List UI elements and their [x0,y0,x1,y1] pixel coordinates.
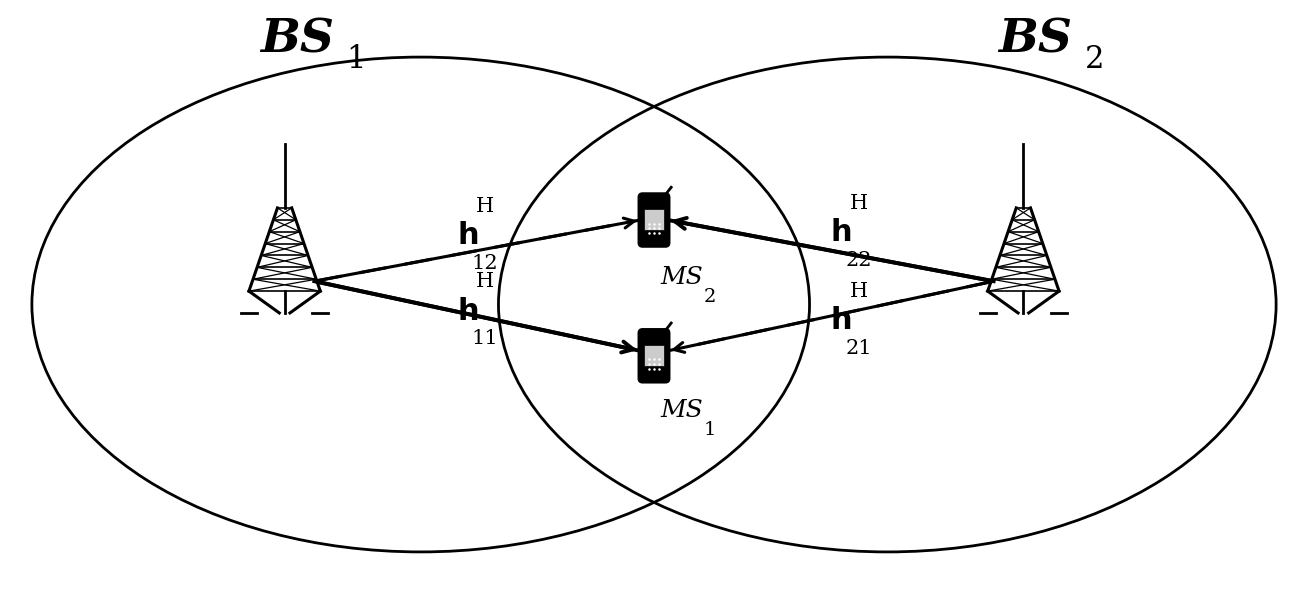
Text: H: H [476,272,494,291]
Text: H: H [849,194,867,213]
Text: MS: MS [661,266,702,289]
Text: MS: MS [661,399,702,422]
Text: $\mathbf{h}$: $\mathbf{h}$ [831,218,852,247]
FancyBboxPatch shape [645,345,663,366]
Text: 11: 11 [472,329,498,348]
Text: $\mathbf{h}$: $\mathbf{h}$ [456,221,477,250]
Text: H: H [476,197,494,216]
FancyBboxPatch shape [645,209,663,230]
Text: BS: BS [260,16,334,63]
Text: BS: BS [998,16,1073,63]
Text: H: H [849,282,867,301]
Text: 2: 2 [1084,44,1104,75]
Text: $\mathbf{h}$: $\mathbf{h}$ [456,297,477,326]
Text: 1: 1 [704,421,715,439]
FancyBboxPatch shape [638,193,670,247]
Text: 1: 1 [347,44,365,75]
FancyBboxPatch shape [638,329,670,382]
Text: $\mathbf{h}$: $\mathbf{h}$ [831,306,852,336]
Text: 22: 22 [845,251,871,270]
Text: 21: 21 [845,339,872,358]
Text: 2: 2 [704,288,715,306]
Text: 12: 12 [472,254,498,273]
